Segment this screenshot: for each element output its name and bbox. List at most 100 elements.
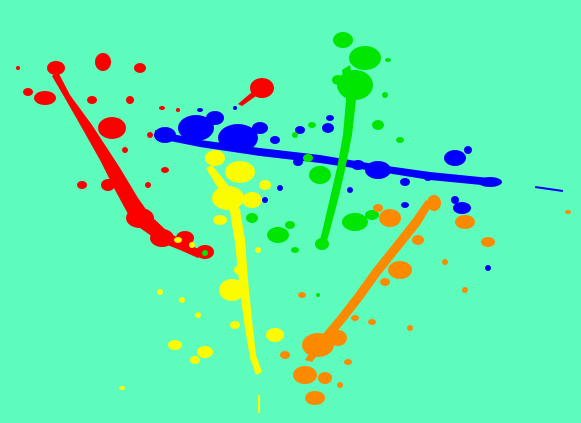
yellow-blob <box>234 265 246 275</box>
orange-splatter <box>280 195 571 405</box>
green-blob <box>291 247 299 253</box>
blue-blob <box>478 177 502 187</box>
blue-blob <box>206 111 224 125</box>
red-blob <box>95 53 111 71</box>
blue-blob <box>233 106 237 110</box>
red-blob <box>101 179 115 191</box>
blue-blob <box>154 127 176 143</box>
orange-blob <box>388 261 412 279</box>
green-streak <box>318 65 356 248</box>
green-blob <box>342 213 368 231</box>
red-blob <box>161 167 169 173</box>
blue-splatter <box>154 106 564 271</box>
blue-blob <box>293 158 303 166</box>
orange-blob <box>318 372 332 384</box>
red-blob <box>159 106 165 110</box>
yellow-splatter <box>119 150 284 413</box>
yellow-blob <box>168 340 182 350</box>
blue-blob <box>178 115 214 141</box>
orange-blob <box>368 319 376 325</box>
orange-blob <box>380 278 390 286</box>
red-blob <box>250 78 274 98</box>
orange-blob <box>305 391 325 405</box>
red-drip <box>238 92 256 106</box>
blue-blob <box>351 160 365 170</box>
green-blob <box>385 58 391 62</box>
orange-blob <box>565 210 571 214</box>
blue-blob <box>252 122 268 134</box>
red-blob <box>34 91 56 105</box>
blue-blob <box>322 123 334 133</box>
red-blob <box>176 108 180 112</box>
orange-blob <box>373 204 383 212</box>
green-blob <box>202 250 208 256</box>
green-blob <box>365 210 379 220</box>
yellow-blob <box>119 386 125 390</box>
green-blob <box>315 238 329 250</box>
green-blob <box>333 32 353 48</box>
green-blob <box>285 221 295 229</box>
blue-streak <box>155 130 492 186</box>
green-blob <box>332 75 344 85</box>
green-blob <box>246 213 258 223</box>
blue-blob <box>197 108 203 112</box>
yellow-blob <box>197 346 213 358</box>
yellow-dash <box>258 395 260 413</box>
blue-blob <box>444 150 466 166</box>
yellow-blob <box>190 356 200 364</box>
yellow-blob <box>195 312 201 318</box>
blue-dash <box>534 186 564 192</box>
red-blob <box>98 117 126 139</box>
green-splatter <box>202 32 404 297</box>
red-blob <box>134 63 146 73</box>
blue-blob <box>400 178 410 186</box>
blue-blob <box>270 136 280 144</box>
red-streak <box>52 72 205 258</box>
blue-blob <box>485 265 491 271</box>
red-splatter <box>16 53 274 259</box>
orange-blob <box>455 215 475 229</box>
red-blob <box>23 88 33 96</box>
blue-blob <box>424 175 432 181</box>
yellow-blob <box>205 150 225 166</box>
orange-blob <box>337 382 343 388</box>
green-blob <box>292 132 298 138</box>
yellow-blob <box>230 321 240 329</box>
yellow-blob <box>213 215 227 225</box>
yellow-blob <box>157 289 163 295</box>
yellow-blob <box>174 237 182 243</box>
green-blob <box>349 46 381 70</box>
yellow-blob <box>179 297 185 303</box>
red-blob <box>126 96 134 104</box>
red-blob <box>47 61 65 75</box>
orange-blob <box>344 359 352 365</box>
orange-blob <box>427 195 441 211</box>
red-blob <box>126 208 154 228</box>
blue-blob <box>295 126 305 134</box>
yellow-blob <box>189 242 195 248</box>
blue-blob <box>218 124 258 152</box>
orange-blob <box>407 325 413 331</box>
yellow-blob <box>212 186 244 210</box>
orange-blob <box>293 366 317 384</box>
red-blob <box>122 147 128 153</box>
green-blob <box>382 92 388 98</box>
orange-blob <box>302 333 334 357</box>
orange-blob <box>351 315 359 321</box>
green-blob <box>396 137 404 143</box>
blue-blob <box>277 185 283 191</box>
blue-blob <box>326 115 334 121</box>
red-blob <box>77 181 87 189</box>
green-blob <box>372 120 384 130</box>
green-blob <box>303 154 313 162</box>
orange-blob <box>462 287 468 293</box>
blue-blob <box>262 197 268 203</box>
yellow-streak <box>206 165 262 375</box>
green-blob <box>337 70 373 100</box>
green-blob <box>316 293 320 297</box>
orange-blob <box>412 235 424 245</box>
blue-blob <box>453 202 471 214</box>
red-blob <box>145 182 151 188</box>
